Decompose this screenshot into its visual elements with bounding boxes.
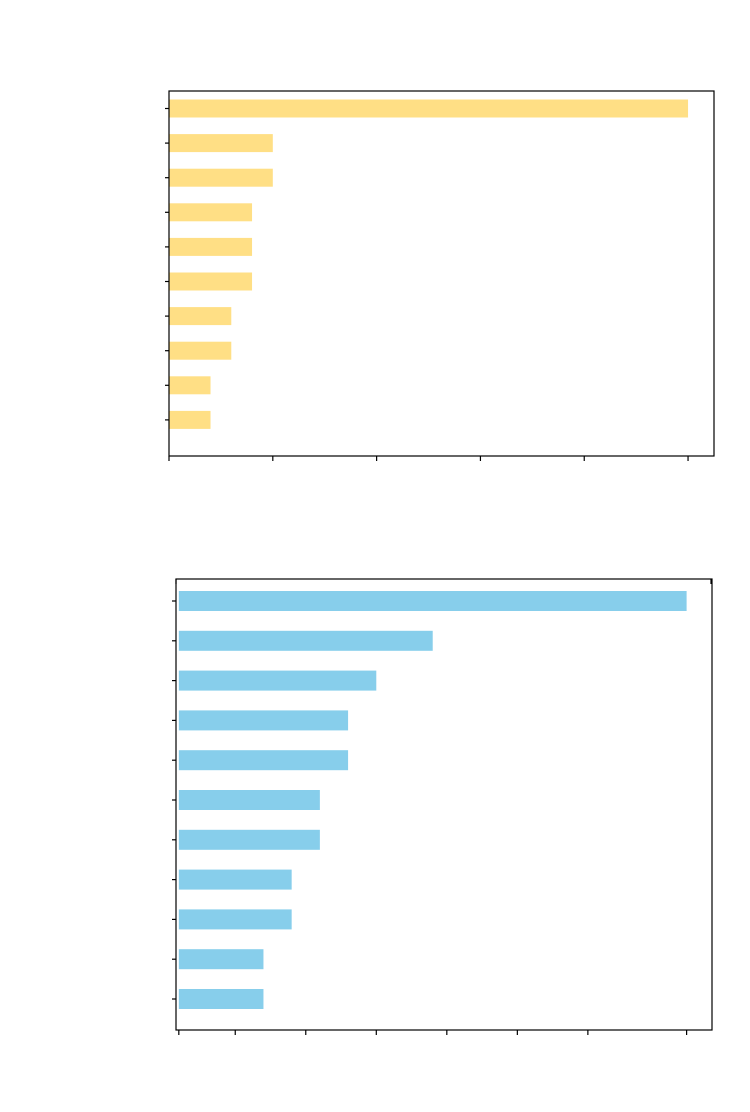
- bottom-chart-bar-2: [178, 630, 433, 651]
- top-chart-plot-frame: [168, 90, 715, 457]
- bottom-chart-bar-11: [178, 989, 264, 1009]
- bottom-chart-bar-6: [178, 790, 320, 810]
- top-bar-chart: [165, 90, 715, 461]
- bottom-bar-chart: [172, 578, 713, 1035]
- bottom-chart-bar-3: [178, 670, 377, 691]
- top-chart-bar-5: [169, 237, 253, 256]
- bottom-chart-bar-10: [178, 949, 264, 970]
- top-chart-bar-8: [169, 341, 232, 360]
- top-chart-bar-7: [169, 307, 232, 326]
- top-chart-bar-2: [169, 134, 273, 153]
- top-chart-bar-6: [169, 272, 253, 291]
- bottom-chart-bar-7: [178, 829, 320, 850]
- bottom-chart-plot-frame: [175, 578, 713, 1031]
- top-chart-bar-3: [169, 168, 273, 187]
- top-chart-bar-1: [169, 99, 689, 118]
- top-chart-bar-4: [169, 203, 253, 222]
- bottom-chart-bar-5: [178, 750, 349, 771]
- bottom-chart-bar-1: [178, 591, 687, 611]
- bottom-chart-bar-4: [178, 710, 349, 731]
- top-chart-bar-9: [169, 376, 211, 395]
- bottom-chart-bar-9: [178, 909, 292, 930]
- top-chart-bar-10: [169, 410, 211, 429]
- bottom-chart-bar-8: [178, 869, 292, 890]
